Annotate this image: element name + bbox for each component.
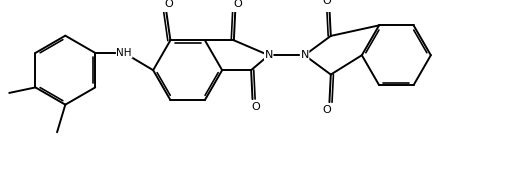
Text: N: N <box>265 50 273 60</box>
Text: O: O <box>322 0 331 6</box>
Text: O: O <box>234 0 242 9</box>
Text: O: O <box>164 0 173 9</box>
Text: N: N <box>300 50 309 60</box>
Text: O: O <box>251 102 260 112</box>
Text: NH: NH <box>116 48 132 58</box>
Text: O: O <box>322 105 331 115</box>
